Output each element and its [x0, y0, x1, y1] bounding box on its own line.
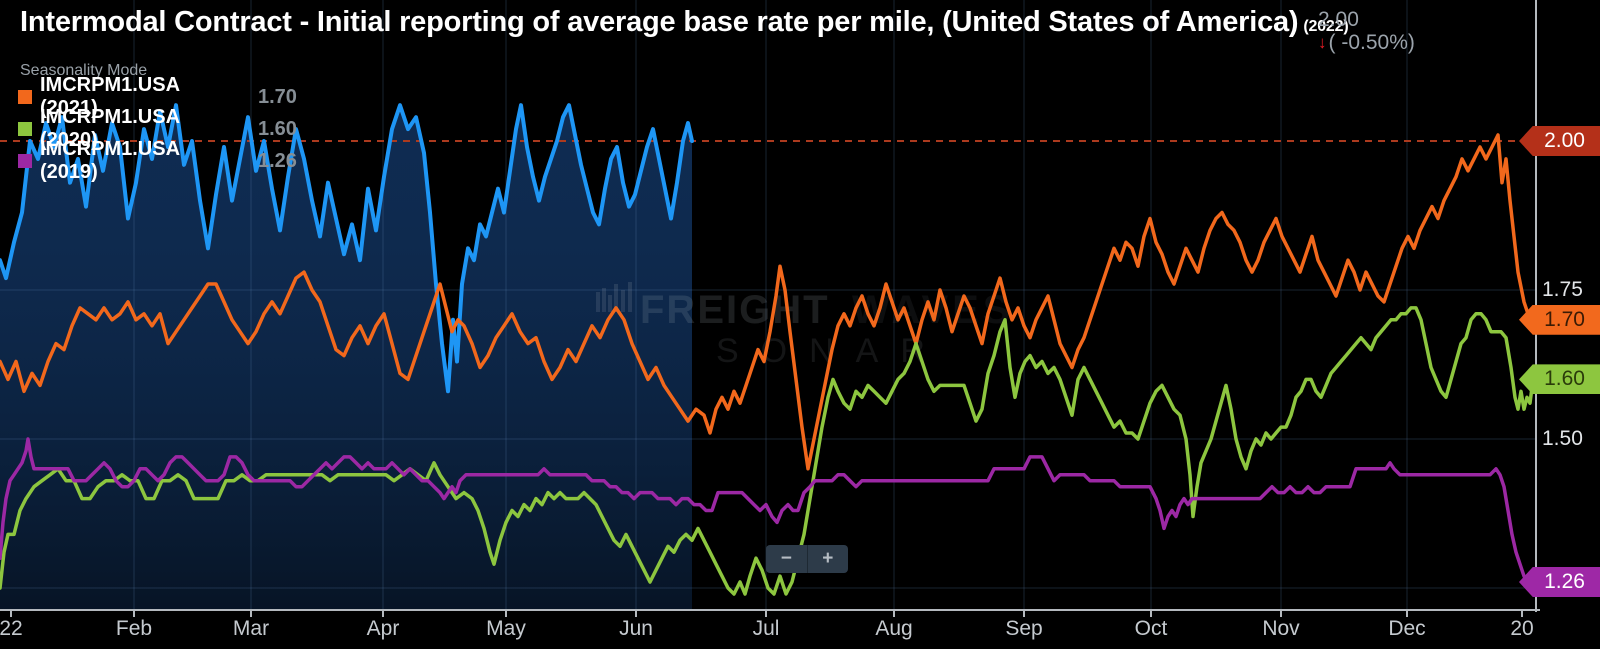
down-arrow-icon: ↓: [1318, 33, 1327, 52]
legend-item-2[interactable]: IMCRPM1.USA (2019) 1.26: [18, 138, 297, 183]
legend-item-1[interactable]: IMCRPM1.USA (2020) 1.60: [18, 106, 297, 151]
legend-ticker-label: IMCRPM1.USA (2019): [40, 138, 180, 183]
zoom-in-button[interactable]: +: [822, 548, 834, 569]
legend-value: 1.26: [258, 149, 297, 172]
series-line-2[interactable]: [0, 306, 1535, 596]
legend-swatch: [18, 154, 32, 168]
x-axis-label-Jul: Jul: [752, 617, 780, 640]
x-axis-label-May: May: [486, 617, 526, 640]
price-badge-1.60: 1.60: [1519, 364, 1600, 395]
x-axis-label-Mar: Mar: [232, 617, 270, 640]
seasonality-mode-label: Seasonality Mode: [20, 62, 148, 79]
watermark-sonar: SONAR: [716, 332, 947, 370]
legend-ticker-label: IMCRPM1.USA (2021): [40, 74, 180, 119]
y-axis-label-1.50: 1.50: [1542, 427, 1583, 450]
price-badge-2.00: 2.00: [1519, 126, 1600, 156]
zoom-control: − +: [766, 545, 848, 573]
legend-swatch: [18, 90, 32, 104]
x-axis-label-Jun: Jun: [619, 617, 653, 640]
x-axis-label-Oct: Oct: [1134, 617, 1168, 640]
legend-value: 1.70: [258, 85, 297, 108]
series-line-3[interactable]: [0, 437, 1535, 584]
chart-title-year: (2022): [1303, 18, 1349, 35]
change-row: ↓ ( -0.50%): [1318, 31, 1415, 54]
current-value: 2.00: [1318, 8, 1359, 31]
series-line-0[interactable]: [0, 103, 694, 394]
x-axis-label-Nov: Nov: [1262, 617, 1300, 640]
x-axis-label-Aug: Aug: [875, 617, 913, 640]
x-axis-label-Apr: Apr: [366, 617, 400, 640]
chart-title-text: Intermodal Contract - Initial reporting …: [20, 6, 1299, 38]
current-value-block: 2.00 ↓ ( -0.50%): [1318, 8, 1415, 54]
series-line-1[interactable]: [0, 133, 1535, 471]
zoom-out-button[interactable]: −: [780, 548, 792, 569]
x-axis-label-Feb: Feb: [115, 617, 153, 640]
watermark-freight: FREIGHT: [640, 288, 830, 332]
page-title: Intermodal Contract - Initial reporting …: [20, 6, 1349, 39]
zoom-divider: [806, 545, 808, 573]
legend-ticker-label: IMCRPM1.USA (2020): [40, 106, 180, 151]
y-axis-label-1.75: 1.75: [1542, 278, 1583, 301]
x-axis-label-22: 22: [0, 617, 23, 640]
x-axis-label-20: 20: [1510, 617, 1534, 640]
legend: IMCRPM1.USA (2021) 1.70 IMCRPM1.USA (2020)…: [18, 74, 297, 183]
change-percent: ( -0.50%): [1328, 31, 1415, 54]
current-year-area: [0, 105, 692, 610]
legend-swatch: [18, 122, 32, 136]
legend-item-0[interactable]: IMCRPM1.USA (2021) 1.70: [18, 74, 297, 119]
x-axis-label-Sep: Sep: [1005, 617, 1043, 640]
price-badge-1.26: 1.26: [1519, 567, 1600, 598]
price-badge-1.70: 1.70: [1519, 304, 1600, 335]
x-axis-label-Dec: Dec: [1388, 617, 1426, 640]
legend-value: 1.60: [258, 117, 297, 140]
